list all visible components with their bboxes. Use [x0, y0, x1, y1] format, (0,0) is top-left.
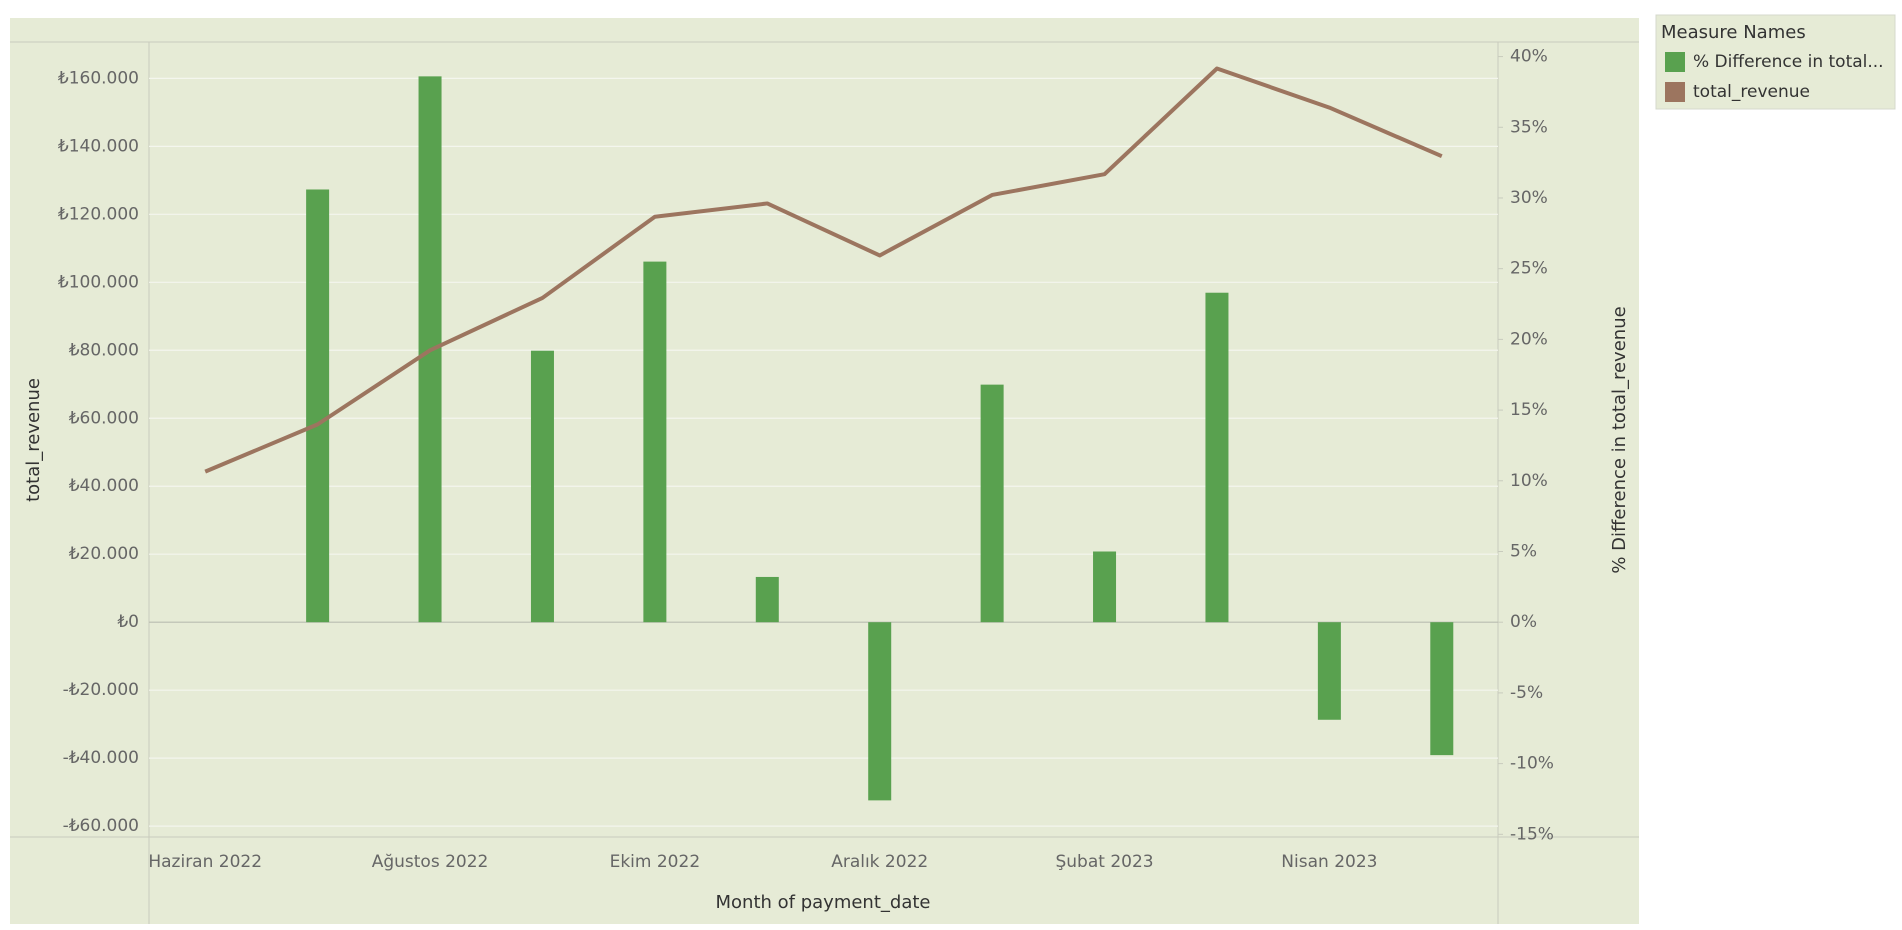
y-tick-label: -₺40.000	[63, 748, 139, 768]
y2-tick-label: 15%	[1510, 400, 1548, 420]
y-tick-label: ₺160.000	[58, 68, 139, 88]
bar	[1093, 551, 1117, 623]
y-tick-label: ₺40.000	[69, 476, 139, 496]
y-tick-label: ₺60.000	[69, 408, 139, 428]
y-tick-label: ₺120.000	[58, 204, 139, 224]
y2-tick-label: -15%	[1510, 824, 1554, 844]
y-tick-label: ₺80.000	[69, 340, 139, 360]
x-tick-label: Aralık 2022	[831, 852, 928, 872]
y2-tick-label: 25%	[1510, 259, 1548, 279]
y2-tick-label: -10%	[1510, 754, 1554, 774]
y-tick-label: ₺140.000	[58, 136, 139, 156]
y2-tick-label: 20%	[1510, 329, 1548, 349]
x-tick-label: Ekim 2022	[610, 852, 701, 872]
bar	[1317, 622, 1341, 720]
legend-title: Measure Names	[1661, 22, 1806, 43]
y-tick-label: ₺100.000	[58, 272, 139, 292]
x-tick-label: Şubat 2023	[1055, 852, 1153, 872]
y2-tick-label: 40%	[1510, 47, 1548, 67]
line	[204, 66, 1443, 474]
bar	[755, 576, 779, 623]
y2-tick-label: 10%	[1510, 471, 1548, 491]
legend	[1655, 14, 1896, 110]
x-axis-title: Month of payment_date	[716, 892, 931, 913]
y2-tick-label: 5%	[1510, 541, 1537, 561]
legend-label: total_revenue	[1693, 82, 1810, 102]
y2-tick-label: 30%	[1510, 188, 1548, 208]
y2-tick-label: -5%	[1510, 683, 1543, 703]
y-tick-label: -₺20.000	[63, 680, 139, 700]
bar	[643, 261, 667, 623]
y-tick-label: -₺60.000	[63, 816, 139, 836]
bar	[1205, 292, 1229, 623]
y-axis-title: total_revenue	[23, 378, 44, 502]
y-tick-label: ₺20.000	[69, 544, 139, 564]
y2-tick-label: 35%	[1510, 117, 1548, 137]
bar	[1430, 622, 1454, 756]
bar	[980, 384, 1004, 623]
legend-label: % Difference in total...	[1693, 52, 1884, 72]
bar	[306, 189, 330, 623]
y2-tick-label: 0%	[1510, 612, 1537, 632]
legend-swatch	[1665, 52, 1685, 72]
y-tick-label: ₺0	[117, 612, 139, 632]
legend-swatch	[1665, 82, 1685, 102]
x-tick-label: Nisan 2023	[1281, 852, 1377, 872]
x-tick-label: Ağustos 2022	[372, 852, 489, 872]
chart-panel	[10, 18, 1639, 924]
bar	[530, 350, 554, 623]
x-tick-label: Haziran 2022	[148, 852, 262, 872]
y2-axis-title: % Difference in total_revenue	[1609, 306, 1630, 573]
bar	[868, 622, 892, 801]
